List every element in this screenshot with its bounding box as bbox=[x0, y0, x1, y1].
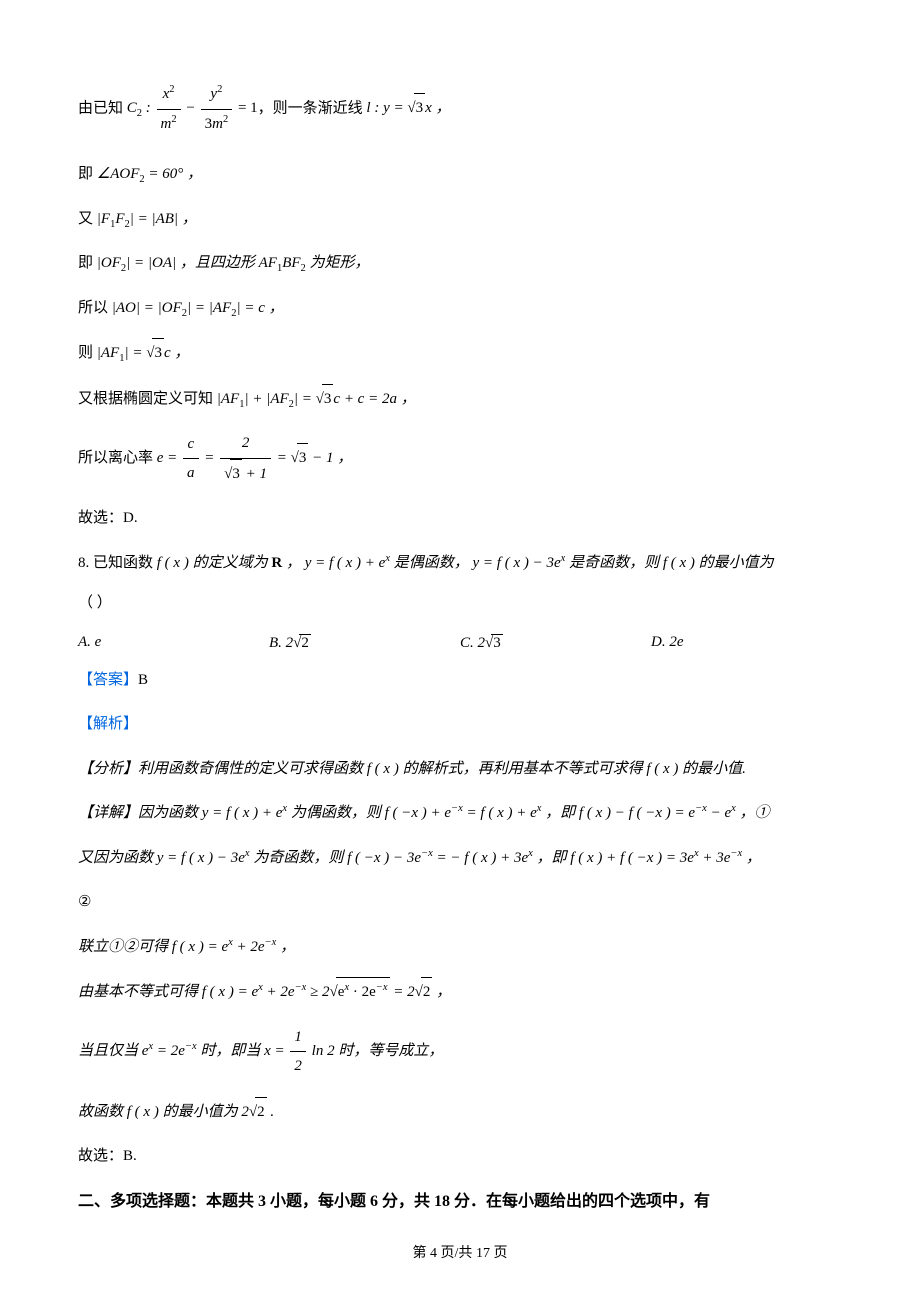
fenxi-line: 【分析】利用函数奇偶性的定义可求得函数 f ( x ) 的解析式，再利用基本不等… bbox=[78, 755, 842, 784]
text: 所以 bbox=[78, 300, 108, 316]
option-c: C. 23 bbox=[460, 634, 651, 652]
detail-line-1: 【详解】因为函数 y = f ( x ) + ex 为偶函数，则 f ( −x … bbox=[78, 799, 842, 828]
text: 则 bbox=[78, 345, 93, 361]
text: 8. 已知函数 bbox=[78, 555, 157, 571]
math: 由基本不等式可得 f ( x ) = ex + 2e−x ≥ 2ex · 2e−… bbox=[78, 984, 451, 1000]
text: 又根据椭圆定义可知 bbox=[78, 391, 213, 407]
answer-value: B bbox=[138, 672, 148, 688]
math: e = ca = 23 + 1 = 3 − 1 ， bbox=[157, 450, 353, 466]
math: C2 : x2m2 − y23m2 = 1 bbox=[127, 100, 258, 116]
page-content: 由已知 C2 : x2m2 − y23m2 = 1，则一条渐近线 l : y =… bbox=[0, 0, 920, 1302]
option-d: D. 2e bbox=[651, 634, 842, 652]
text: 即 bbox=[78, 166, 93, 182]
gu-line: 故函数 f ( x ) 的最小值为 22 . bbox=[78, 1097, 842, 1127]
math: 当且仅当 ex = 2e−x 时，即当 x = 12 ln 2 时，等号成立， bbox=[78, 1043, 443, 1059]
text: 所以离心率 bbox=[78, 450, 157, 466]
gu2-line: 故选：B. bbox=[78, 1142, 842, 1171]
option-a: A. e bbox=[78, 634, 269, 652]
option-b: B. 22 bbox=[269, 634, 460, 652]
text-line: 又 |F1F2| = |AB| ， bbox=[78, 205, 842, 234]
text-line: 则 |AF1| = 3c ， bbox=[78, 338, 842, 368]
text: ，则一条渐近线 bbox=[258, 100, 363, 116]
math: |AF1| = 3c ， bbox=[97, 345, 190, 361]
page-footer: 第 4 页/共 17 页 bbox=[78, 1242, 842, 1262]
text-line: 所以离心率 e = ca = 23 + 1 = 3 − 1 ， bbox=[78, 429, 842, 488]
text: 由已知 bbox=[78, 100, 123, 116]
math: ∠AOF2 = 60° ， bbox=[97, 166, 202, 182]
text-line: 故选：D. bbox=[78, 504, 842, 533]
circle-2: ② bbox=[78, 888, 842, 917]
analysis-label: 【解析】 bbox=[78, 710, 842, 739]
math: 故函数 f ( x ) 的最小值为 22 . bbox=[78, 1104, 274, 1120]
math: 联立①②可得 f ( x ) = ex + 2e−x ， bbox=[78, 939, 295, 955]
text: 即 bbox=[78, 255, 93, 271]
math: |AF1| + |AF2| = 3c + c = 2a ， bbox=[217, 391, 416, 407]
answer-label: 【答案】 bbox=[78, 672, 138, 688]
text-line: 由已知 C2 : x2m2 − y23m2 = 1，则一条渐近线 l : y =… bbox=[78, 80, 842, 138]
text: 【分析】利用函数奇偶性的定义可求得函数 f ( x ) 的解析式，再利用基本不等… bbox=[78, 761, 746, 777]
text-line: 即 |OF2| = |OA| ，且四边形 AF1BF2 为矩形， bbox=[78, 249, 842, 278]
text-line: 又根据椭圆定义可知 |AF1| + |AF2| = 3c + c = 2a ， bbox=[78, 384, 842, 414]
answer-line: 【答案】B bbox=[78, 666, 842, 695]
math: |AO| = |OF2| = |AF2| = c ， bbox=[112, 300, 284, 316]
question-8: 8. 已知函数 f ( x ) 的定义域为 R ， y = f ( x ) + … bbox=[78, 549, 842, 578]
question-8-paren: （ ） bbox=[78, 589, 842, 618]
ineq-line: 由基本不等式可得 f ( x ) = ex + 2e−x ≥ 2ex · 2e−… bbox=[78, 977, 842, 1007]
math: 【详解】因为函数 y = f ( x ) + ex 为偶函数，则 f ( −x … bbox=[78, 805, 770, 821]
math: |OF2| = |OA| ，且四边形 AF1BF2 为矩形， bbox=[97, 255, 370, 271]
text-line: 即 ∠AOF2 = 60° ， bbox=[78, 160, 842, 189]
math: f ( x ) 的定义域为 R ， y = f ( x ) + ex 是偶函数，… bbox=[157, 555, 774, 571]
section-2-heading: 二、多项选择题：本题共 3 小题，每小题 6 分，共 18 分．在每小题给出的四… bbox=[78, 1187, 842, 1217]
text-line: 所以 |AO| = |OF2| = |AF2| = c ， bbox=[78, 294, 842, 323]
math: |F1F2| = |AB| ， bbox=[97, 211, 197, 227]
options-row: A. e B. 22 C. 23 D. 2e bbox=[78, 634, 842, 652]
dang-line: 当且仅当 ex = 2e−x 时，即当 x = 12 ln 2 时，等号成立， bbox=[78, 1023, 842, 1081]
detail-line-2: 又因为函数 y = f ( x ) − 3ex 为奇函数，则 f ( −x ) … bbox=[78, 844, 842, 873]
lianli-line: 联立①②可得 f ( x ) = ex + 2e−x ， bbox=[78, 933, 842, 962]
text: 又 bbox=[78, 211, 93, 227]
math: l : y = 3x ， bbox=[366, 100, 450, 116]
math: 又因为函数 y = f ( x ) − 3ex 为奇函数，则 f ( −x ) … bbox=[78, 850, 761, 866]
